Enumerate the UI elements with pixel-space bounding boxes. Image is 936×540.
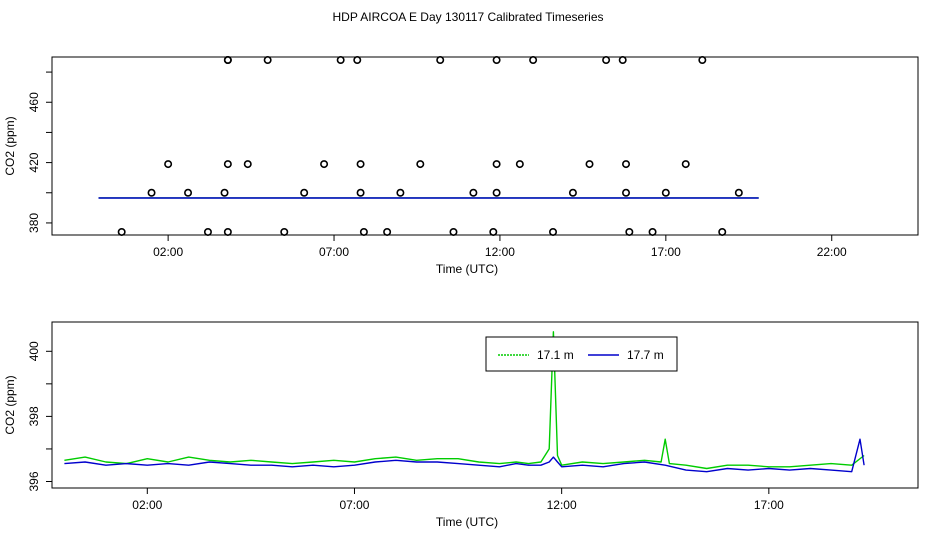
legend-box bbox=[485, 336, 678, 372]
calibration-point bbox=[618, 56, 627, 65]
calibration-point bbox=[356, 188, 365, 197]
y-axis-label: CO2 (ppm) bbox=[3, 116, 17, 175]
calibration-point bbox=[223, 160, 232, 169]
x-tick-label: 17:00 bbox=[754, 498, 784, 512]
calibration-point bbox=[320, 160, 329, 169]
x-tick-label: 12:00 bbox=[485, 245, 515, 259]
calibration-point bbox=[220, 188, 229, 197]
calibration-point bbox=[243, 160, 252, 169]
calibration-point bbox=[661, 188, 670, 197]
calibration-point bbox=[147, 188, 156, 197]
page-title: HDP AIRCOA E Day 130117 Calibrated Times… bbox=[332, 10, 604, 24]
calibration-point bbox=[492, 188, 501, 197]
calibration-point bbox=[625, 227, 634, 236]
calibration-point bbox=[492, 160, 501, 169]
calibration-point bbox=[469, 188, 478, 197]
calibration-point bbox=[396, 188, 405, 197]
legend-label: 17.7 m bbox=[627, 348, 664, 362]
calibration-point bbox=[203, 227, 212, 236]
y-axis-label: CO2 (ppm) bbox=[3, 375, 17, 434]
y-tick-label: 398 bbox=[27, 406, 41, 426]
x-tick-label: 07:00 bbox=[339, 498, 369, 512]
calibration-point bbox=[356, 160, 365, 169]
y-tick-label: 396 bbox=[27, 471, 41, 491]
x-tick-label: 17:00 bbox=[651, 245, 681, 259]
x-axis-label: Time (UTC) bbox=[436, 262, 498, 276]
calibration-point bbox=[223, 56, 232, 65]
calibration-point bbox=[718, 227, 727, 236]
calibration-point bbox=[492, 56, 501, 65]
calibration-point bbox=[359, 227, 368, 236]
y-tick-label: 400 bbox=[27, 341, 41, 361]
series-line-17-7-m bbox=[64, 438, 865, 473]
plot-frame bbox=[51, 321, 919, 489]
calibration-point bbox=[602, 56, 611, 65]
calibration-point bbox=[117, 227, 126, 236]
x-tick-label: 02:00 bbox=[153, 245, 183, 259]
calibration-point bbox=[585, 160, 594, 169]
calibration-point bbox=[436, 56, 445, 65]
legend-label: 17.1 m bbox=[537, 348, 574, 362]
x-tick-label: 12:00 bbox=[547, 498, 577, 512]
calibration-point bbox=[734, 188, 743, 197]
calibration-point bbox=[449, 227, 458, 236]
y-tick-label: 460 bbox=[27, 92, 41, 112]
calibration-point bbox=[568, 188, 577, 197]
calibration-point bbox=[529, 56, 538, 65]
calibration-point bbox=[223, 227, 232, 236]
calibration-point bbox=[515, 160, 524, 169]
plot-frame bbox=[51, 56, 919, 236]
y-tick-label: 380 bbox=[27, 213, 41, 233]
calibration-point bbox=[648, 227, 657, 236]
calibration-point bbox=[622, 160, 631, 169]
calibration-point bbox=[698, 56, 707, 65]
calibration-point bbox=[164, 160, 173, 169]
calibration-point bbox=[263, 56, 272, 65]
calibration-point bbox=[336, 56, 345, 65]
calibration-point bbox=[300, 188, 309, 197]
calibration-point bbox=[383, 227, 392, 236]
calibration-point bbox=[353, 56, 362, 65]
calibration-point bbox=[416, 160, 425, 169]
x-tick-label: 22:00 bbox=[817, 245, 847, 259]
calibration-point bbox=[681, 160, 690, 169]
calibration-point bbox=[549, 227, 558, 236]
calibration-point bbox=[489, 227, 498, 236]
x-axis-label: Time (UTC) bbox=[436, 515, 498, 529]
calibration-point bbox=[280, 227, 289, 236]
calibration-point bbox=[184, 188, 193, 197]
x-tick-label: 07:00 bbox=[319, 245, 349, 259]
x-tick-label: 02:00 bbox=[132, 498, 162, 512]
series-line-17-1-m bbox=[64, 331, 865, 470]
y-tick-label: 420 bbox=[27, 152, 41, 172]
calibration-point bbox=[622, 188, 631, 197]
